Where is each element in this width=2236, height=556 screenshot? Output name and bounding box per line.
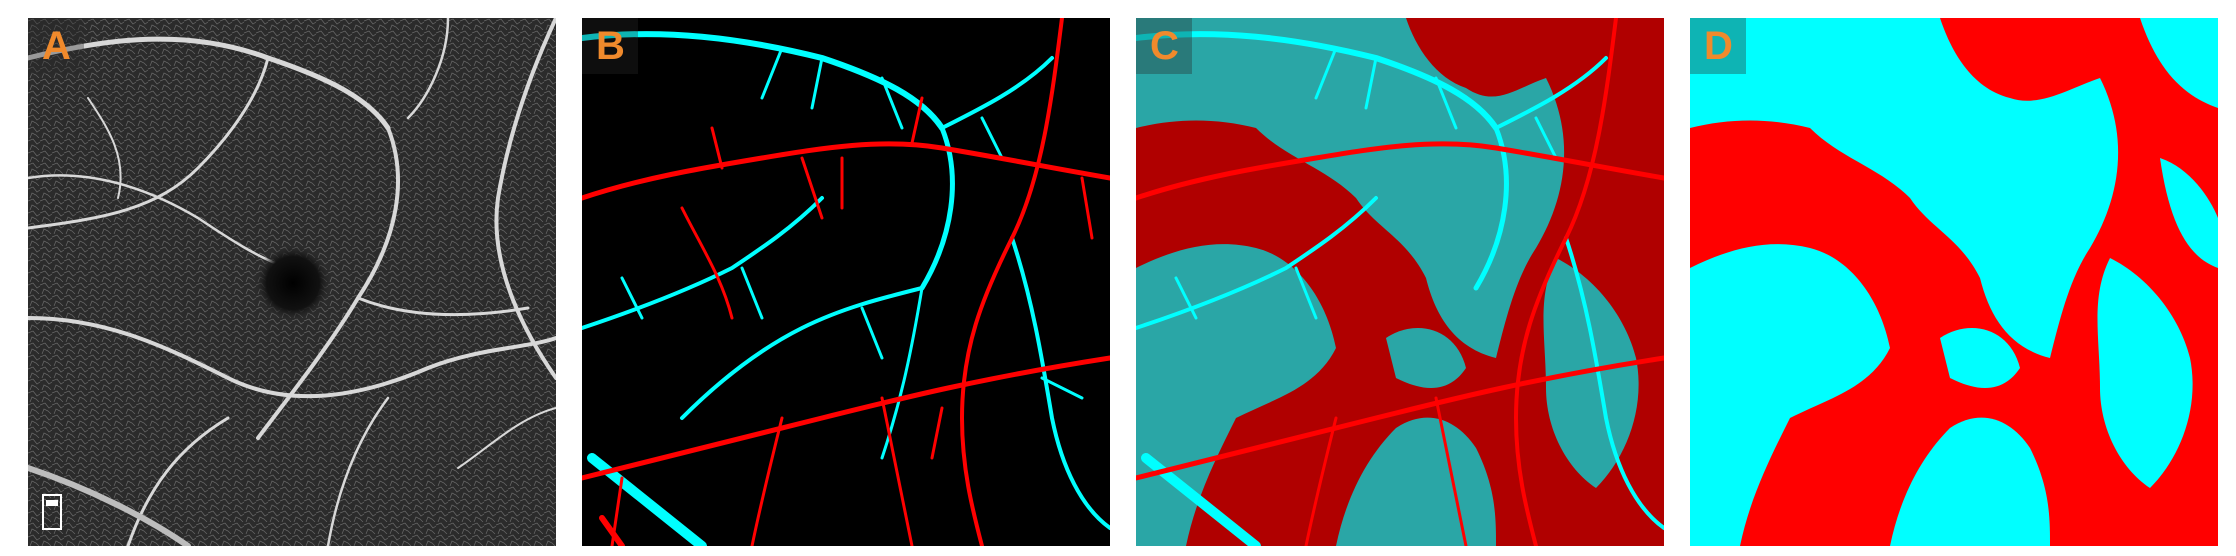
vessel-classification-image	[582, 18, 1110, 546]
territory-map-image	[1690, 18, 2218, 546]
panel-label-c: C	[1150, 24, 1179, 68]
scale-bar-icon	[42, 494, 62, 530]
panel-d: D	[1690, 18, 2218, 546]
panel-label-b: B	[596, 24, 625, 68]
panel-label-background	[28, 18, 84, 74]
panel-label-background	[582, 18, 638, 74]
panel-label-background	[1136, 18, 1192, 74]
panel-label-background	[1690, 18, 1746, 74]
panel-c: C	[1136, 18, 1664, 546]
panel-label-d: D	[1704, 24, 1733, 68]
panel-a: A	[28, 18, 556, 546]
vessel-territory-overlay-image	[1136, 18, 1664, 546]
oct-angiogram-image	[28, 18, 556, 546]
panel-b: B	[582, 18, 1110, 546]
panel-label-a: A	[42, 24, 71, 68]
